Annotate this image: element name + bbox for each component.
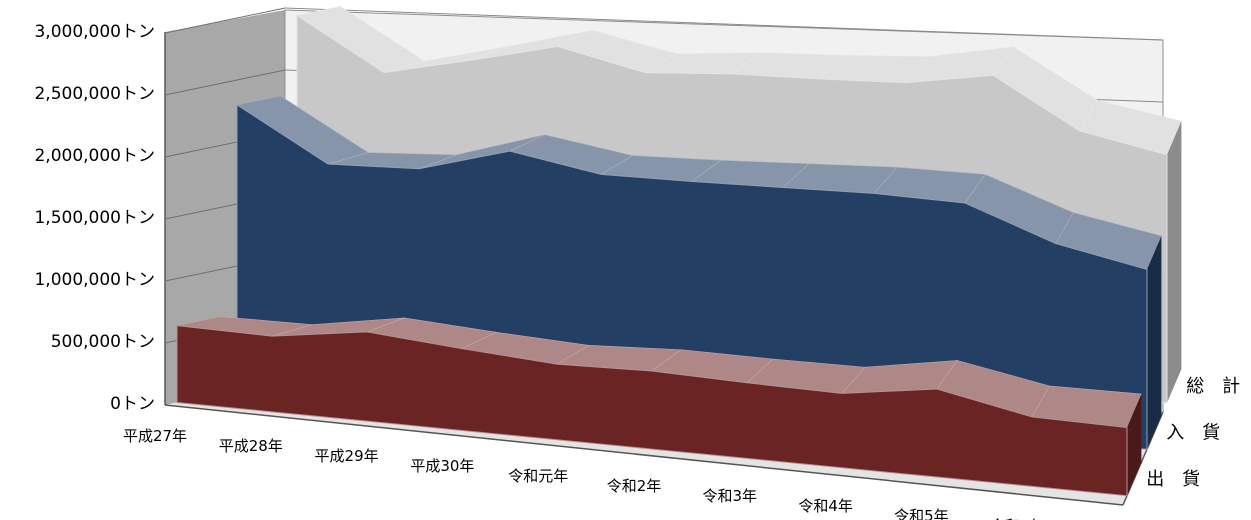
x-tick-label: 令和6年 (990, 517, 1045, 520)
x-tick-label: 平成27年 (123, 427, 187, 445)
x-tick-label: 令和3年 (703, 487, 758, 505)
x-tick-label: 平成30年 (410, 457, 474, 475)
gridline (284, 7, 1164, 41)
series-labels: 出 貨 入 貨 総 計 (1146, 376, 1240, 490)
x-tick-label: 平成29年 (315, 447, 379, 465)
x-tick-label: 平成28年 (219, 437, 283, 455)
y-tick-label: 1,500,000トン (34, 208, 155, 228)
x-tick-label: 令和4年 (798, 497, 853, 515)
series-end-cap (1147, 235, 1162, 450)
series-1 (176, 316, 1142, 497)
x-tick-label: 令和元年 (508, 467, 568, 485)
y-tick-label: 0トン (110, 394, 155, 414)
y-tick-label: 3,000,000トン (34, 22, 155, 42)
series-layer (176, 6, 1182, 497)
x-tick-label: 令和2年 (607, 477, 662, 495)
series-label: 総 計 (1186, 376, 1240, 397)
series-end-cap (1167, 121, 1182, 403)
series-label: 出 貨 (1146, 469, 1200, 490)
series-label: 入 貨 (1166, 422, 1220, 443)
y-tick-label: 2,000,000トン (34, 146, 155, 166)
gridline (164, 69, 286, 96)
x-tick-label: 令和5年 (894, 507, 949, 520)
front-axis-line (164, 404, 1124, 506)
series-end-cap (1127, 394, 1142, 496)
y-tick-label: 1,000,000トン (34, 270, 155, 290)
gridline (164, 7, 286, 34)
series-front-face (176, 325, 1128, 497)
x-axis-labels: 平成27年平成28年平成29年平成30年令和元年令和2年令和3年令和4年令和5年… (123, 427, 1045, 520)
y-axis-labels: 0トン 500,000トン 1,000,000トン 1,500,000トン 2,000,… (34, 22, 155, 414)
y-tick-label: 2,500,000トン (34, 84, 155, 104)
y-tick-label: 500,000トン (51, 332, 155, 352)
